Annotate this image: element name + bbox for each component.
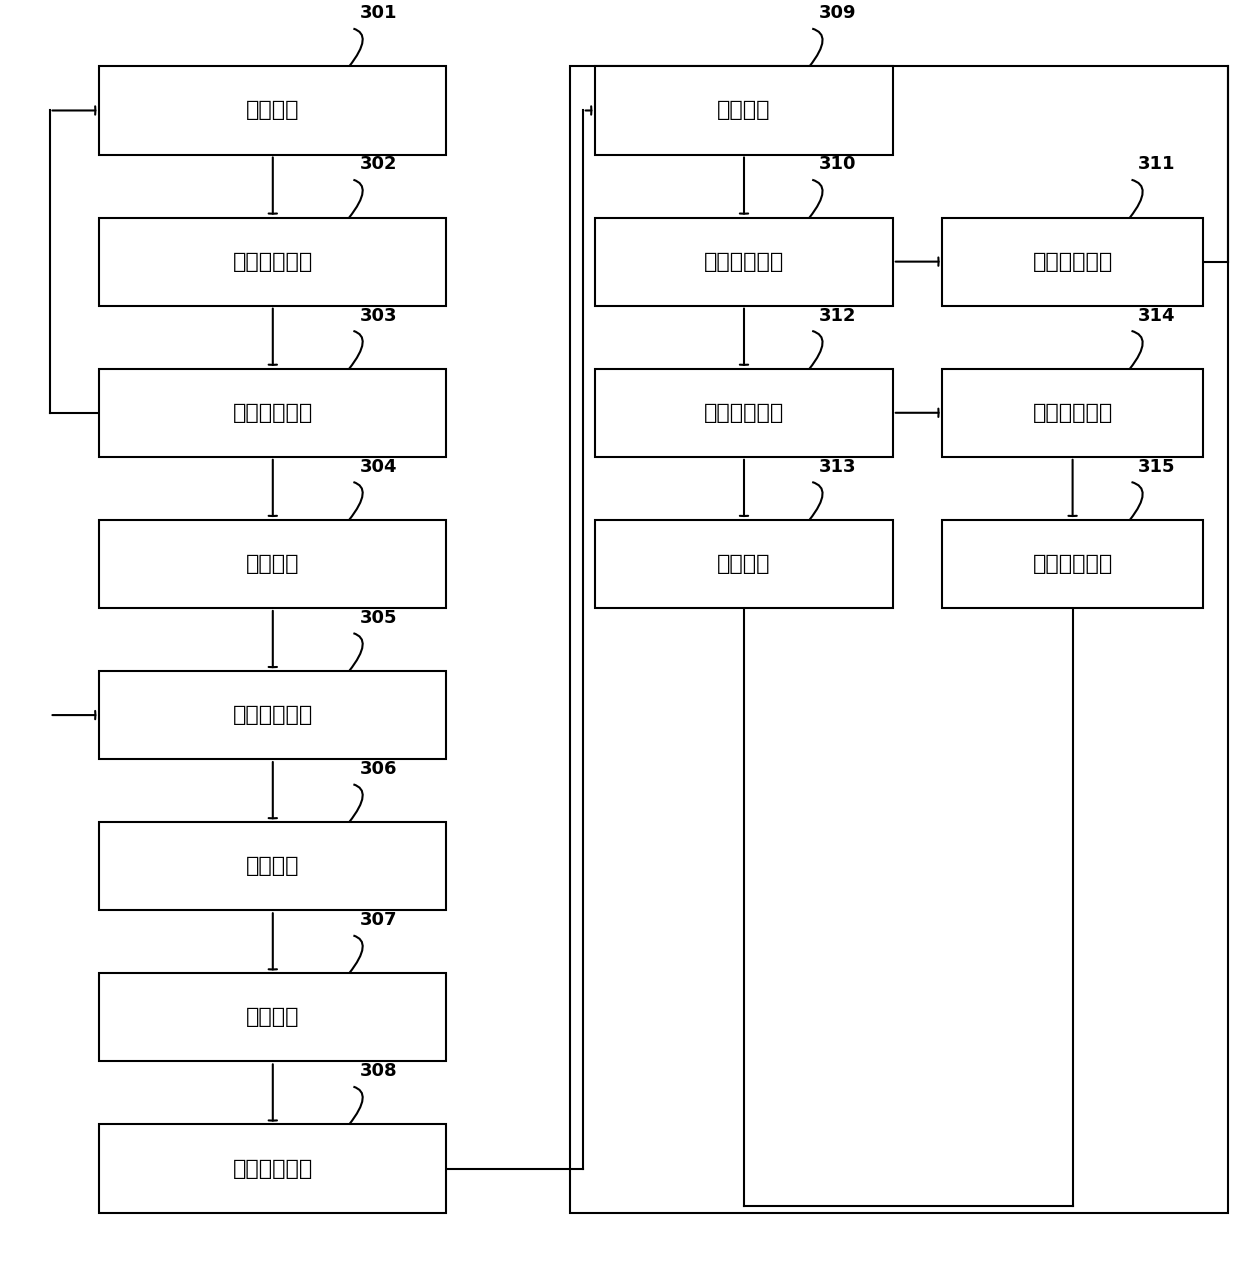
Text: 第二判断模块: 第二判断模块 (704, 251, 784, 272)
FancyBboxPatch shape (595, 369, 893, 457)
FancyBboxPatch shape (99, 974, 446, 1061)
Text: 315: 315 (1138, 457, 1176, 476)
Text: 第一计算模块: 第一计算模块 (233, 251, 312, 272)
Text: 306: 306 (360, 760, 397, 778)
FancyBboxPatch shape (99, 217, 446, 306)
Text: 314: 314 (1138, 307, 1176, 325)
Text: 310: 310 (818, 155, 856, 173)
FancyBboxPatch shape (99, 671, 446, 759)
Text: 305: 305 (360, 609, 397, 626)
FancyBboxPatch shape (99, 67, 446, 154)
FancyBboxPatch shape (595, 217, 893, 306)
Text: 第三判断模块: 第三判断模块 (704, 403, 784, 423)
Text: 304: 304 (360, 457, 397, 476)
Text: 第一选相模块: 第一选相模块 (233, 1158, 312, 1178)
FancyBboxPatch shape (99, 369, 446, 457)
FancyBboxPatch shape (942, 369, 1203, 457)
Text: 第二返回模块: 第二返回模块 (1033, 554, 1112, 573)
Text: 311: 311 (1138, 155, 1176, 173)
Text: 第二计算模块: 第二计算模块 (233, 705, 312, 725)
FancyBboxPatch shape (99, 1124, 446, 1212)
FancyBboxPatch shape (99, 520, 446, 608)
Text: 第一返回模块: 第一返回模块 (1033, 251, 1112, 272)
Text: 301: 301 (360, 4, 397, 23)
Text: 入队模块: 入队模块 (717, 101, 771, 120)
Text: 采集模块: 采集模块 (246, 101, 300, 120)
Text: 302: 302 (360, 155, 397, 173)
Text: 313: 313 (818, 457, 856, 476)
Text: 排序模块: 排序模块 (246, 856, 300, 877)
FancyBboxPatch shape (595, 520, 893, 608)
FancyBboxPatch shape (942, 520, 1203, 608)
Text: 308: 308 (360, 1062, 397, 1080)
FancyBboxPatch shape (942, 217, 1203, 306)
Text: 第一判断模块: 第一判断模块 (233, 403, 312, 423)
Text: 提取模块: 提取模块 (246, 554, 300, 573)
Text: 303: 303 (360, 307, 397, 325)
Text: 307: 307 (360, 911, 397, 930)
Text: 输出模块: 输出模块 (717, 554, 771, 573)
Text: 第二选相模块: 第二选相模块 (1033, 403, 1112, 423)
FancyBboxPatch shape (99, 822, 446, 911)
FancyBboxPatch shape (595, 67, 893, 154)
Text: 309: 309 (818, 4, 856, 23)
Text: 312: 312 (818, 307, 856, 325)
Text: 生成模块: 生成模块 (246, 1008, 300, 1027)
